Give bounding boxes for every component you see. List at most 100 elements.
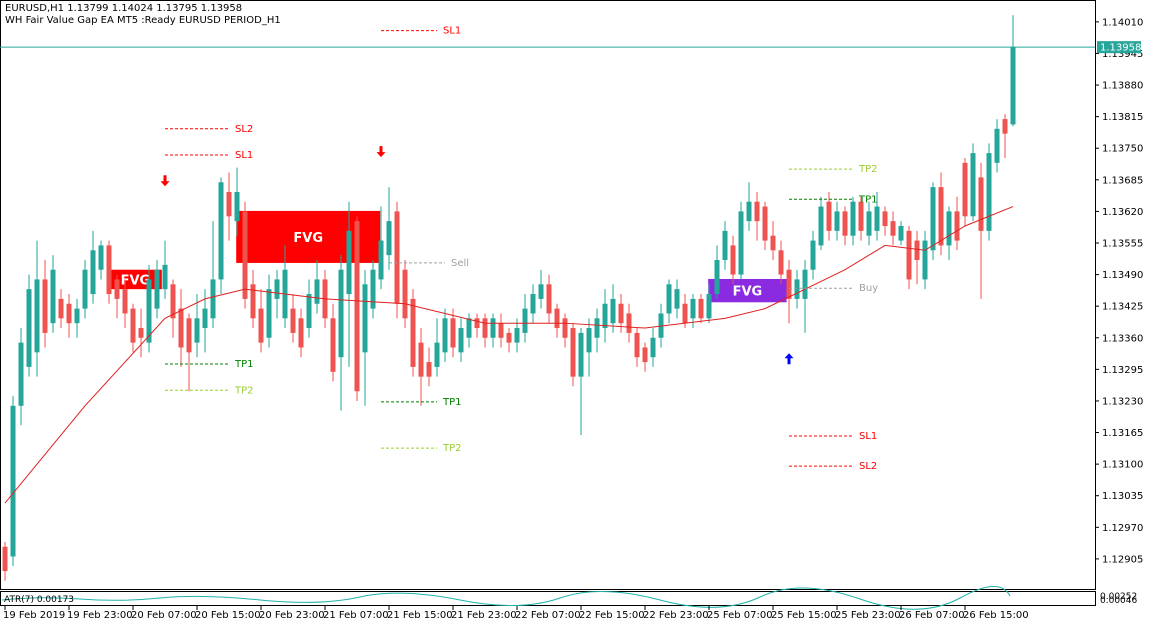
y-tick-label: 1.13360 — [1102, 333, 1143, 344]
candle-body — [594, 318, 600, 338]
candle-body — [650, 337, 656, 358]
candle-body — [818, 206, 824, 246]
candle-body — [938, 187, 944, 246]
y-tick-label: 1.12970 — [1102, 523, 1143, 534]
candle-body — [354, 221, 360, 392]
candle-body — [202, 308, 208, 329]
candle-body — [26, 289, 32, 367]
candle-body — [82, 269, 88, 309]
candle-body — [178, 308, 184, 348]
candle-body — [346, 230, 352, 295]
indicator-scale: 0.00046 — [1100, 596, 1137, 606]
candle-body — [434, 342, 440, 367]
level-label: TP2 — [234, 385, 254, 396]
candle-body — [698, 298, 704, 319]
atr-line — [1, 586, 1011, 610]
x-tick-label: 26 Feb 07:00 — [899, 610, 965, 621]
level-label: TP1 — [858, 194, 878, 205]
candle-body — [466, 318, 472, 338]
candle-body — [386, 221, 392, 256]
y-tick-label: 1.13880 — [1102, 81, 1143, 92]
candle-body — [506, 332, 512, 343]
candle-body — [290, 308, 296, 333]
candle-body — [674, 289, 680, 309]
candle-body — [370, 269, 376, 309]
candle-body — [890, 221, 896, 236]
x-tick-label: 20 Feb 23:00 — [259, 610, 325, 621]
candle-body — [50, 269, 56, 324]
y-tick-label: 1.13555 — [1102, 238, 1143, 249]
candle-body — [146, 279, 152, 343]
candle-body — [810, 240, 816, 270]
signal-arrow — [376, 146, 386, 158]
x-tick-label: 25 Feb 23:00 — [835, 610, 901, 621]
x-tick-label: 21 Feb 07:00 — [323, 610, 389, 621]
candle-body — [1010, 47, 1016, 125]
candle-body — [794, 279, 800, 299]
candle-body — [754, 201, 760, 222]
candle-body — [442, 318, 448, 353]
candle-body — [1002, 119, 1008, 134]
y-tick-label: 1.13100 — [1102, 460, 1143, 471]
y-tick-label: 1.13685 — [1102, 175, 1143, 186]
candle-body — [458, 328, 464, 353]
candle-body — [218, 182, 224, 280]
candle-body — [682, 303, 688, 324]
candle-body — [138, 328, 144, 338]
candle-body — [666, 284, 672, 314]
candle-body — [970, 153, 976, 217]
candle-body — [874, 206, 880, 231]
level-label: Sell — [451, 258, 469, 269]
candle-body — [570, 328, 576, 377]
candle-body — [450, 318, 456, 348]
candle-body — [586, 328, 592, 353]
level-label: SL1 — [235, 150, 253, 161]
indicator-scale: 0.00252 — [1100, 592, 1137, 602]
candle-body — [58, 298, 64, 319]
candle-body — [306, 294, 312, 329]
candle-body — [378, 240, 384, 280]
indicator-label: ATR(7) 0.00173 — [4, 595, 74, 605]
candle-body — [226, 191, 232, 217]
candle-body — [410, 298, 416, 367]
candle-body — [642, 347, 648, 363]
candle-body — [626, 313, 632, 333]
candle-body — [634, 332, 640, 358]
candle-body — [738, 211, 744, 275]
candle-body — [266, 289, 272, 338]
y-tick-label: 1.13815 — [1102, 112, 1143, 123]
y-tick-label: 1.13750 — [1102, 144, 1143, 155]
candle-body — [530, 294, 536, 314]
candle-body — [162, 264, 168, 290]
candle-body — [834, 211, 840, 231]
signal-arrow — [160, 175, 170, 187]
candle-body — [554, 308, 560, 329]
y-tick-label: 1.14010 — [1102, 17, 1143, 28]
candle-body — [610, 298, 616, 324]
candle-body — [930, 187, 936, 251]
candle-body — [394, 211, 400, 304]
candle-body — [514, 328, 520, 343]
candle-body — [66, 303, 72, 324]
last-price-label: 1.13958 — [1100, 43, 1141, 54]
candle-body — [74, 308, 80, 324]
candle-body — [914, 240, 920, 261]
y-tick-label: 1.13035 — [1102, 491, 1143, 502]
x-tick-label: 19 Feb 2019 — [3, 610, 65, 621]
candle-body — [10, 405, 16, 557]
fvg-label: FVG — [121, 273, 151, 288]
candle-body — [714, 260, 720, 295]
level-label: SL1 — [859, 431, 877, 442]
candle-body — [298, 318, 304, 348]
candle-body — [538, 284, 544, 299]
candle-body — [962, 162, 968, 217]
x-tick-label: 26 Feb 15:00 — [963, 610, 1029, 621]
candle-body — [946, 211, 952, 246]
candle-body — [330, 318, 336, 372]
x-tick-label: 21 Feb 15:00 — [387, 610, 453, 621]
candle-body — [730, 245, 736, 275]
level-label: SL2 — [235, 124, 253, 135]
candle-body — [578, 332, 584, 377]
candle-body — [842, 211, 848, 236]
